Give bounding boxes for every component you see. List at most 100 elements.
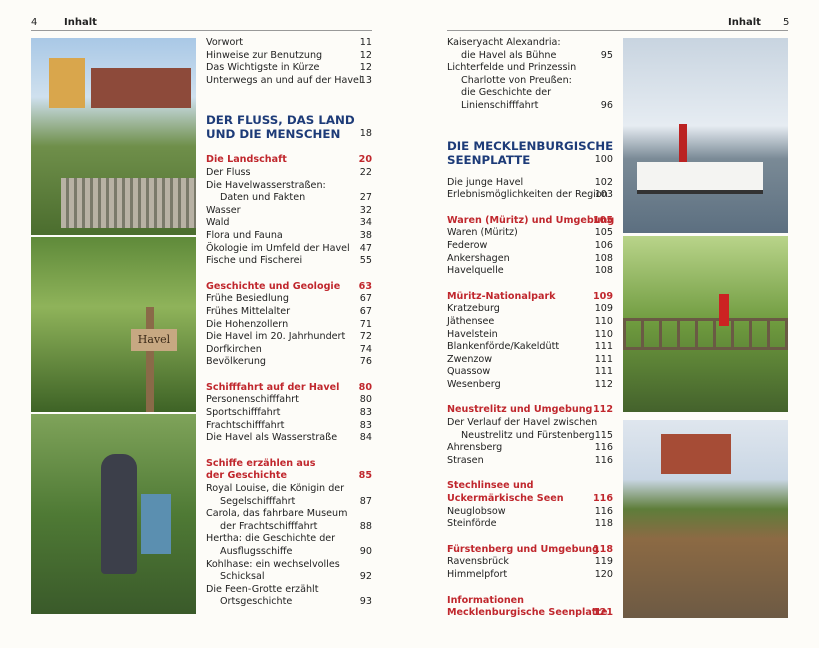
bridge <box>623 318 788 350</box>
entry-title: Erlebnismöglichkeiten der Region <box>447 189 608 201</box>
entry-line: Ortsgeschichte 93 <box>206 596 372 609</box>
entry-page: 105 <box>594 227 613 239</box>
entry-page: 74 <box>359 343 372 355</box>
entry-line: Schiffe erzählen aus <box>206 458 372 471</box>
entry-title: Havelquelle <box>447 265 504 277</box>
entry-line: Carola, das fahrbare Museum <box>206 508 372 521</box>
entry-title: Waren (Müritz) und Umgebung <box>447 214 615 226</box>
entry-line: Schicksal 92 <box>206 571 372 584</box>
entry-title: Carola, das fahrbare Museum <box>206 508 348 520</box>
sign-text: Havel <box>131 329 177 351</box>
entry-line: Stechlinsee und <box>447 480 613 493</box>
toc-entry: Die Hohenzollern 71 <box>206 319 372 332</box>
toc-entry: Sportschifffahrt 83 <box>206 407 372 420</box>
toc-entry: Dorfkirchen 74 <box>206 344 372 357</box>
toc-entry: Ökologie im Umfeld der Havel 47 <box>206 243 372 256</box>
entry-line: Erlebnismöglichkeiten der Region 103 <box>447 189 613 202</box>
photo-church <box>623 420 788 618</box>
toc-entry: Wasser 32 <box>206 205 372 218</box>
photo-sign: Havel <box>31 237 196 412</box>
entry-title: Steinförde <box>447 518 497 530</box>
entry-page: 72 <box>359 331 372 343</box>
entry-page: 111 <box>594 366 613 378</box>
entry-line: Unterwegs an und auf der Havel 13 <box>206 75 372 88</box>
toc-entry: Ahrensberg 116 <box>447 442 613 455</box>
entry-line: Havelquelle 108 <box>447 265 613 278</box>
entry-title: Linienschifffahrt <box>461 99 539 111</box>
entry-line: Quassow 111 <box>447 366 613 379</box>
entry-line: Sportschifffahrt 83 <box>206 407 372 420</box>
entry-page: 109 <box>594 303 613 315</box>
entry-page: 108 <box>594 265 613 277</box>
entry-line: Ankershagen 108 <box>447 253 613 266</box>
entry-title: Wald <box>206 217 230 229</box>
entry-title: Fische und Fischerei <box>206 255 303 267</box>
entry-title: Waren (Müritz) <box>447 227 518 239</box>
toc-entry: Unterwegs an und auf der Havel 13 <box>206 75 372 88</box>
entry-page: 116 <box>594 442 613 454</box>
entry-page: 47 <box>359 242 372 254</box>
entry-page: 108 <box>594 252 613 264</box>
entry-line: Lichterfelde und Prinzessin <box>447 62 613 75</box>
entry-page: 34 <box>359 217 372 229</box>
section-heading: Informationen Mecklenburgische Seenplatte… <box>447 595 613 620</box>
entry-line: Kohlhase: ein wechselvolles <box>206 559 372 572</box>
entry-line: die Havel als Bühne 95 <box>447 50 613 63</box>
toc-entry: Kratzeburg 109 <box>447 303 613 316</box>
entry-page: 32 <box>359 204 372 216</box>
entry-page: 112 <box>594 378 613 390</box>
page-number: 5 <box>783 17 790 28</box>
entry-line: Jäthensee 110 <box>447 316 613 329</box>
entry-page: 38 <box>359 229 372 241</box>
entry-line: Bevölkerung 76 <box>206 356 372 369</box>
entry-page: 12 <box>359 49 372 61</box>
entry-page: 118 <box>592 543 613 555</box>
entry-line: Personenschifffahrt 80 <box>206 394 372 407</box>
entry-title: DIE MECKLENBURGISCHE <box>447 138 614 153</box>
entry-title: Der Fluss <box>206 166 251 178</box>
entry-title: die Geschichte der <box>461 87 552 99</box>
toc-entry: Bevölkerung 76 <box>206 356 372 369</box>
toc-entry: Die Havelwasserstraßen: Daten und Fakten 2… <box>206 180 372 205</box>
running-header: Inhalt <box>64 17 97 28</box>
entry-page: 80 <box>358 381 372 393</box>
header-rule <box>31 30 372 31</box>
entry-title: Frühes Mittelalter <box>206 305 291 317</box>
entry-line: Strasen 116 <box>447 455 613 468</box>
entry-line: Müritz-Nationalpark 109 <box>447 291 613 304</box>
entry-title: Das Wichtigste in Kürze <box>206 62 320 74</box>
toc-entry: Zwenzow 111 <box>447 354 613 367</box>
entry-title: Vorwort <box>206 37 244 48</box>
entry-title: Unterwegs an und auf der Havel <box>206 74 362 86</box>
entry-title: Blankenförde/Kakeldütt <box>447 341 560 353</box>
entry-line: Schifffahrt auf der Havel 80 <box>206 382 372 395</box>
entry-line: Frachtschifffahrt 83 <box>206 420 372 433</box>
toc-entry: Strasen 116 <box>447 455 613 468</box>
entry-line: SEENPLATTE 100 <box>447 153 613 167</box>
entry-page: 67 <box>359 305 372 317</box>
toc-entry: Flora und Fauna 38 <box>206 230 372 243</box>
entry-line: Mecklenburgische Seenplatte 121 <box>447 607 613 620</box>
section-heading: Stechlinsee und Uckermärkische Seen 116 <box>447 480 613 505</box>
entry-title: Frachtschifffahrt <box>206 419 285 431</box>
entry-title: Stechlinsee und <box>447 480 534 492</box>
entry-title: Himmelpfort <box>447 569 508 580</box>
entry-title: Neustrelitz und Fürstenberg <box>461 429 595 441</box>
toc-entry: Jäthensee 110 <box>447 316 613 329</box>
entry-line: Steinförde 118 <box>447 518 613 531</box>
section-heading: Waren (Müritz) und Umgebung 105 <box>447 214 615 228</box>
entry-title: Schicksal <box>220 571 265 583</box>
entry-title: Ravensbrück <box>447 556 509 568</box>
toc-entry: Ankershagen 108 <box>447 253 613 266</box>
entry-line: Dorfkirchen 74 <box>206 344 372 357</box>
entry-line: Uckermärkische Seen 116 <box>447 493 613 506</box>
church <box>661 434 731 474</box>
entry-page: 67 <box>359 293 372 305</box>
entry-title: Jäthensee <box>447 315 495 327</box>
entry-line: der Geschichte 85 <box>206 470 372 483</box>
entry-title: Charlotte von Preußen: <box>461 74 572 86</box>
entry-page: 71 <box>359 318 372 330</box>
entry-title: Strasen <box>447 454 484 466</box>
section-heading: Müritz-Nationalpark 109 <box>447 291 613 304</box>
